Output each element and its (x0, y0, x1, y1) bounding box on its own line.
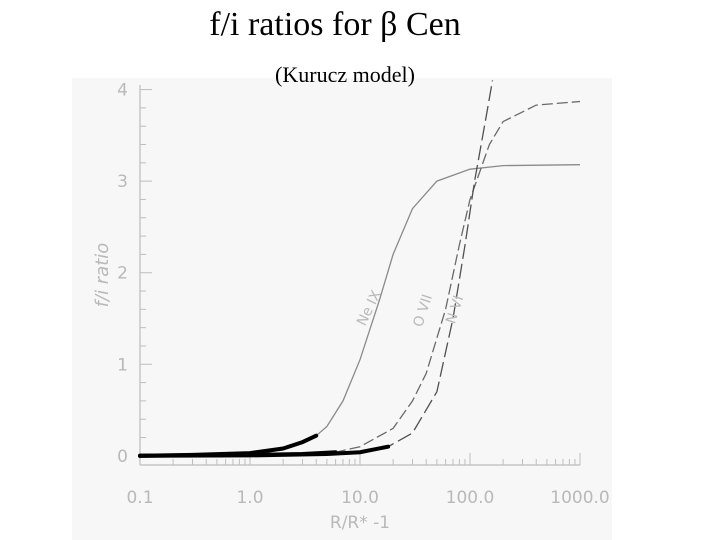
y-axis-label: f/i ratio (92, 243, 113, 308)
x-tick-label: 100.0 (446, 488, 495, 508)
series-annotation-n-vi: N VI (443, 294, 467, 326)
y-tick-label: 3 (117, 172, 128, 192)
labels-layer: Ne IX O VII N VI (354, 288, 467, 329)
x-tick-label: 1000.0 (550, 488, 609, 508)
y-tick-label: 2 (117, 264, 128, 284)
series-layer (138, 80, 581, 458)
x-tick-label: 10.0 (341, 488, 379, 508)
x-tick-label: 0.1 (126, 488, 153, 508)
x-tick-label: 1.0 (236, 488, 263, 508)
x-axis-label: R/R* -1 (330, 513, 390, 533)
series-annotation-ne-ix: Ne IX (354, 288, 385, 329)
series-line-o-vii (139, 100, 581, 457)
chart-title: f/i ratios for β Cen (209, 6, 461, 43)
series-thick-segment-n-vi (138, 444, 391, 458)
y-tick-label: 0 (117, 447, 128, 467)
axes: 0.1 1.0 10.0 100.0 1000.0 0 1 2 3 4 R/R* -1 f/i rat… (92, 81, 610, 533)
y-tick-label: 1 (117, 355, 128, 375)
y-tick-label: 4 (117, 81, 128, 101)
series-annotation-o-vii: O VII (410, 292, 436, 329)
chart-subtitle: (Kurucz model) (275, 62, 415, 87)
series-line-n-vi (139, 80, 494, 457)
